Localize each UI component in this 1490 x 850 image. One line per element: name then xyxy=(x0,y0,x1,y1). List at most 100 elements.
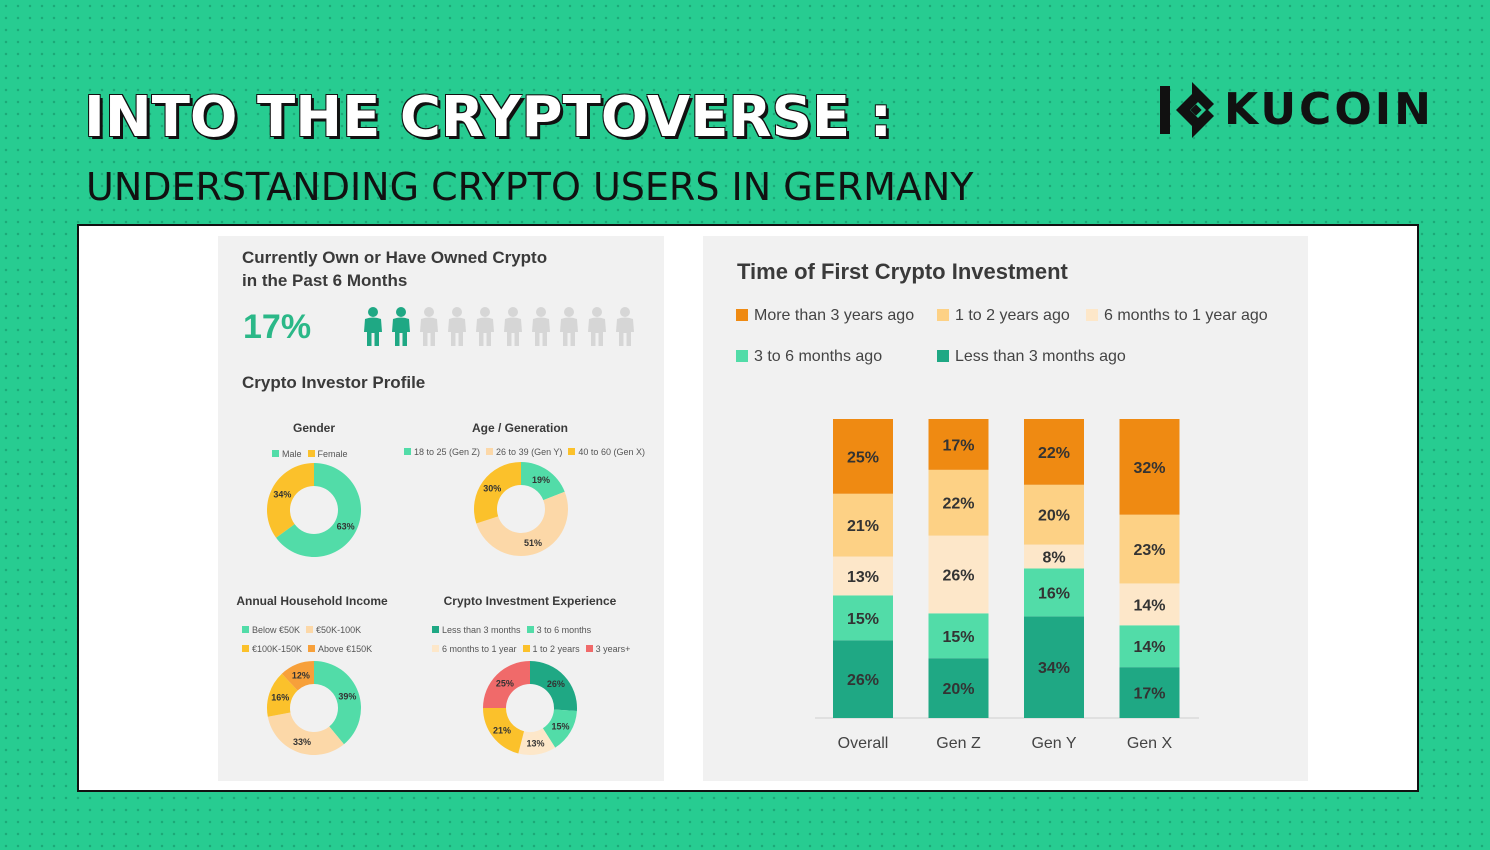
kucoin-mark-icon xyxy=(1160,82,1214,138)
income-legend: Below €50K €50K-100K €100K-150K Above €150K xyxy=(242,618,402,656)
donut-slice xyxy=(530,661,577,711)
bar-value-label: 22% xyxy=(1038,445,1070,462)
legend-label: 6 months to 1 year xyxy=(442,644,517,654)
category-label: Overall xyxy=(838,735,889,752)
legend-item: More than 3 years ago xyxy=(736,306,914,326)
legend-item: 3 years+ xyxy=(585,643,630,655)
donut-slice xyxy=(314,661,361,745)
donut-slice xyxy=(267,712,344,755)
person-icon xyxy=(364,307,382,346)
bar-value-label: 25% xyxy=(847,449,879,466)
legend-item: 6 months to 1 year ago xyxy=(1086,306,1268,326)
bar-value-label: 13% xyxy=(847,569,879,586)
legend-item: 26 to 39 (Gen Y) xyxy=(486,446,562,458)
bar-value-label: 20% xyxy=(942,681,974,698)
legend-swatch xyxy=(404,448,411,455)
slice-label: 30% xyxy=(483,484,501,494)
donut-slice xyxy=(483,708,525,754)
bar-segment xyxy=(1119,419,1180,515)
bar-segment xyxy=(1119,514,1180,584)
bar-value-label: 20% xyxy=(1038,508,1070,525)
legend-swatch xyxy=(736,309,748,321)
bar-value-label: 17% xyxy=(942,437,974,454)
legend-swatch xyxy=(308,645,316,652)
legend-label: 40 to 60 (Gen X) xyxy=(578,447,645,457)
legend-item: Less than 3 months xyxy=(432,624,521,636)
legend-label: Above €150K xyxy=(318,644,373,654)
age-donut: 19% 51% 30% xyxy=(474,462,569,557)
bar-value-label: 15% xyxy=(942,629,974,646)
slice-label: 12% xyxy=(292,670,310,680)
legend-item: 6 months to 1 year xyxy=(432,643,517,655)
donut-slice xyxy=(276,463,361,557)
legend-swatch xyxy=(432,645,439,652)
bar-value-label: 14% xyxy=(1133,597,1165,614)
person-icon xyxy=(560,307,578,346)
bar-segment xyxy=(833,640,893,718)
person-icon xyxy=(532,307,550,346)
person-icon xyxy=(392,307,410,346)
legend-swatch xyxy=(486,448,494,455)
donut-slice xyxy=(483,661,530,708)
kucoin-logo-text: KUCOIN xyxy=(1224,84,1434,135)
person-icon xyxy=(588,307,606,346)
legend-label: €100K-150K xyxy=(252,644,303,654)
legend-label: 1 to 2 years ago xyxy=(955,307,1070,324)
slice-label: 19% xyxy=(532,475,550,485)
person-icon xyxy=(616,307,634,346)
income-title: Annual Household Income xyxy=(236,594,388,608)
experience-legend: Less than 3 months 3 to 6 months 6 months … xyxy=(432,618,642,656)
legend-label: 6 months to 1 year ago xyxy=(1104,307,1268,324)
legend-label: Less than 3 months ago xyxy=(955,348,1126,365)
legend-label: Female xyxy=(317,449,348,459)
slice-label: 51% xyxy=(524,538,542,548)
bar-segment xyxy=(928,419,989,470)
bar-segment xyxy=(1119,583,1180,626)
slice-label: 16% xyxy=(271,693,289,703)
bar-segment xyxy=(1119,625,1180,668)
legend-item: Less than 3 months ago xyxy=(937,347,1126,367)
first-investment-bar-chart: 26% 15% 13% 21% 25% Overall 20% 15% 26% 22% 17% Gen… xyxy=(815,419,1199,752)
legend-item: Male xyxy=(272,448,302,460)
bar-segment xyxy=(928,535,989,614)
legend-swatch xyxy=(1086,309,1098,321)
bar-value-label: 32% xyxy=(1133,460,1165,477)
people-icons xyxy=(360,306,640,348)
legend-label: 18 to 25 (Gen Z) xyxy=(414,447,481,457)
bar-segment xyxy=(1024,568,1084,617)
slice-label: 26% xyxy=(547,679,565,689)
legend-label: 1 to 2 years xyxy=(532,644,580,654)
person-icon xyxy=(448,307,466,346)
bar-segment xyxy=(1119,667,1180,718)
legend-item: 40 to 60 (Gen X) xyxy=(568,446,645,458)
donut-slice xyxy=(476,491,569,557)
slice-label: 25% xyxy=(496,678,514,688)
bar-value-label: 14% xyxy=(1133,639,1165,656)
slice-label: 13% xyxy=(527,739,545,749)
legend-swatch xyxy=(272,450,279,457)
bar-segment xyxy=(1024,484,1084,545)
legend-item: €100K-150K xyxy=(242,643,302,655)
legend-swatch xyxy=(306,626,314,633)
legend-swatch xyxy=(736,350,748,362)
bar-value-label: 8% xyxy=(1042,550,1065,567)
legend-label: Below €50K xyxy=(252,625,301,635)
first-investment-card xyxy=(703,236,1308,781)
bar-segment xyxy=(1024,419,1084,485)
gender-title: Gender xyxy=(292,421,335,435)
legend-item: 1 to 2 years ago xyxy=(937,306,1070,326)
legend-swatch xyxy=(242,645,249,652)
category-label: Gen Z xyxy=(936,735,981,752)
first-investment-title: Time of First Crypto Investment xyxy=(737,259,1068,284)
legend-label: €50K-100K xyxy=(316,625,362,635)
bar-value-label: 21% xyxy=(847,518,879,535)
experience-title: Crypto Investment Experience xyxy=(443,594,617,608)
bar-value-label: 17% xyxy=(1133,686,1165,703)
legend-swatch xyxy=(937,309,949,321)
income-donut: 39% 33% 16% 12% xyxy=(267,661,361,755)
bar-value-label: 15% xyxy=(847,611,879,628)
bar-segment xyxy=(833,493,893,557)
legend-swatch xyxy=(585,645,593,652)
bar-value-label: 26% xyxy=(942,567,974,584)
profile-title: Crypto Investor Profile xyxy=(242,373,426,392)
